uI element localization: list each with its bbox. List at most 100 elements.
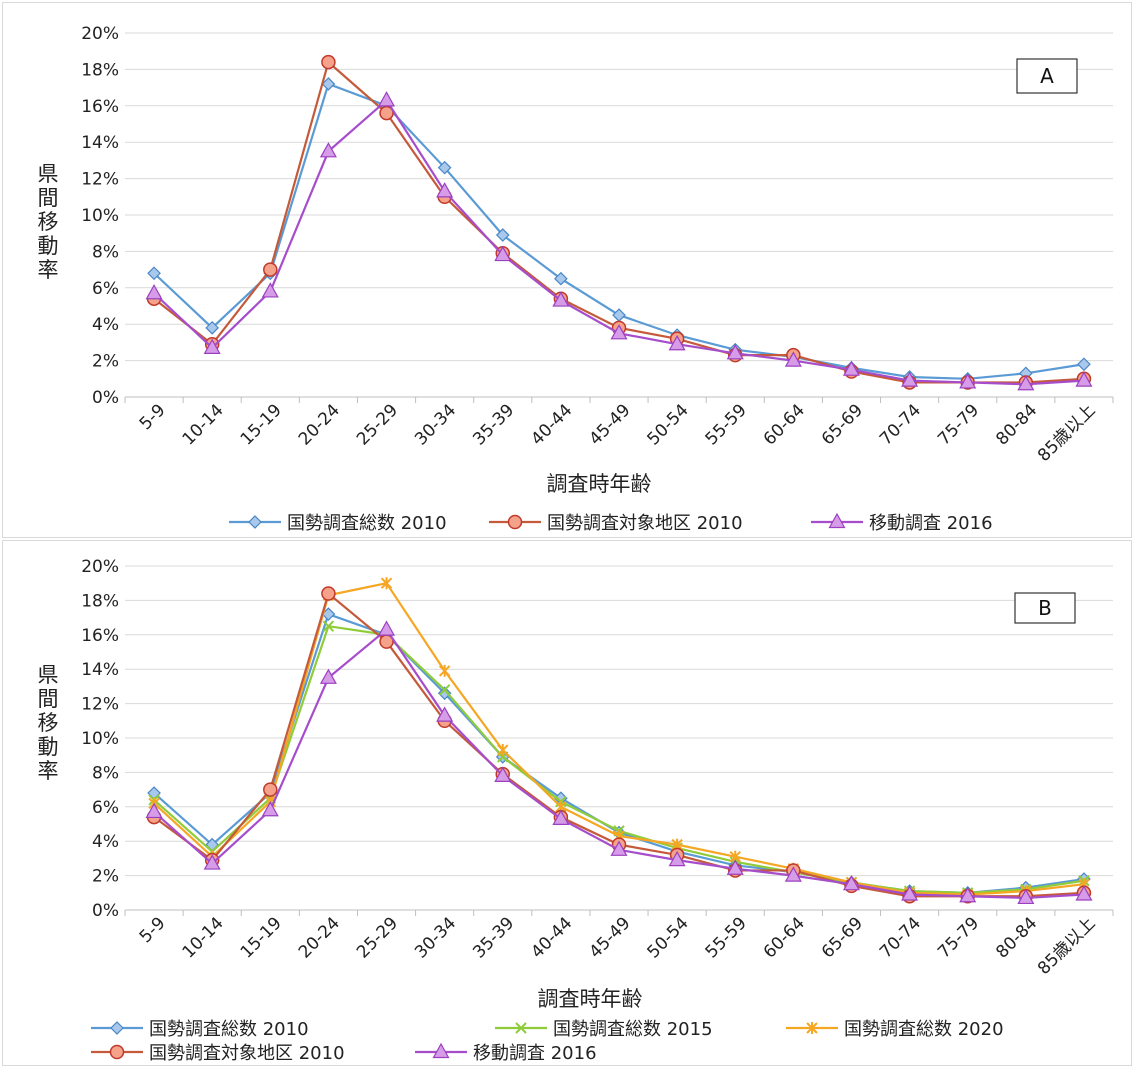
legend-label: 国勢調査総数 2020 — [844, 1019, 1004, 1040]
data-point — [726, 344, 744, 360]
data-point — [668, 334, 686, 351]
y-tick-label: 8% — [92, 763, 119, 783]
data-point — [203, 338, 221, 354]
x-tick-label: 80-84 — [992, 913, 1041, 962]
x-tick-label: 60-64 — [760, 913, 809, 962]
data-point — [494, 766, 512, 782]
data-point — [147, 266, 161, 281]
data-point — [436, 706, 454, 722]
y-axis-label-char: 間 — [38, 186, 59, 210]
x-tick-label: 65-69 — [818, 913, 867, 962]
data-point — [145, 802, 163, 819]
legend-label: 移動調査 2016 — [473, 1043, 597, 1064]
x-tick-label: 20-24 — [295, 913, 344, 962]
y-tick-label: 20% — [81, 557, 119, 577]
legend-marker — [248, 515, 262, 529]
data-point — [552, 809, 570, 825]
x-tick-label: 15-19 — [237, 913, 286, 962]
data-point — [321, 77, 336, 91]
legend-marker — [806, 1022, 818, 1034]
y-tick-label: 8% — [92, 242, 119, 262]
data-point — [784, 866, 802, 882]
x-tick-label: 45-49 — [585, 913, 634, 962]
chart-b-svg: 0% 2% 4% 6% 8% 10% 12% 14% 16% 18% 20% 5-9 10-14 15-1… — [38, 557, 1114, 1064]
series-2 — [145, 91, 1093, 391]
chart-a-svg: 0% 2% 4% 6% 8% 10% 12% 14% 16% 18% 20% 5-9 10-14 15-1… — [38, 24, 1114, 534]
x-tick-label: 25-29 — [353, 913, 402, 962]
y-tick-label: 12% — [81, 695, 119, 715]
x-tick-label: 40-44 — [527, 913, 576, 962]
y-axis-label-char: 県 — [38, 162, 59, 186]
legend-label: 国勢調査総数 2015 — [553, 1019, 713, 1040]
y-axis-label-char: 県 — [38, 663, 59, 687]
legend-entry: 国勢調査総数 2010 — [229, 513, 447, 534]
y-axis-label-char: 動 — [38, 234, 59, 258]
chart-panel-b: 0% 2% 4% 6% 8% 10% 12% 14% 16% 18% 20% 5-9 10-14 15-1… — [2, 540, 1132, 1066]
y-tick-label: 16% — [81, 97, 119, 117]
data-point — [552, 291, 570, 307]
x-tick-label: 75-79 — [934, 913, 983, 962]
legend-label: 国勢調査総数 2010 — [287, 513, 447, 534]
data-point — [1075, 885, 1093, 901]
y-axis-label-char: 移 — [38, 711, 59, 735]
x-tick-label: 5-9 — [136, 913, 170, 947]
legend-entry: 国勢調査対象地区 2010 — [91, 1043, 345, 1064]
y-tick-label: 14% — [81, 660, 119, 680]
data-point — [380, 577, 393, 590]
x-tick-label: 70-74 — [876, 400, 925, 449]
data-point — [321, 54, 336, 70]
y-axis-label-char: 動 — [38, 735, 59, 759]
data-point — [901, 371, 919, 387]
x-tick-label: 75-79 — [934, 400, 983, 449]
y-tick-label: 18% — [81, 60, 119, 80]
panel-label-box — [1014, 592, 1076, 624]
data-point — [784, 351, 802, 367]
y-tick-label: 14% — [81, 133, 119, 153]
legend-entry: 国勢調査対象地区 2010 — [489, 513, 743, 534]
data-point — [321, 586, 336, 601]
data-point — [610, 840, 628, 856]
x-tick-label: 25-29 — [353, 400, 402, 449]
y-tick-label: 2% — [92, 867, 119, 887]
data-point — [610, 324, 628, 340]
x-tick-label: 40-44 — [527, 400, 576, 449]
data-point — [612, 308, 626, 322]
data-point — [205, 320, 220, 335]
data-point — [1017, 375, 1035, 391]
panel-label: B — [1038, 596, 1052, 620]
data-point — [959, 373, 977, 389]
legend-entry: 国勢調査総数 2020 — [786, 1019, 1004, 1040]
panel-label: A — [1040, 64, 1054, 88]
data-point — [842, 874, 860, 891]
x-tick-label: 70-74 — [876, 913, 925, 962]
y-tick-label: 0% — [92, 901, 119, 921]
data-point — [263, 782, 278, 797]
series-1 — [148, 620, 1090, 899]
x-tick-label: 20-24 — [295, 400, 344, 449]
x-tick-label: 60-64 — [760, 400, 809, 449]
x-tick-label: 50-54 — [644, 913, 693, 962]
data-point — [378, 620, 396, 636]
y-axis-label-char: 率 — [38, 258, 59, 282]
data-point — [494, 245, 512, 262]
chart-panel-a: 0% 2% 4% 6% 8% 10% 12% 14% 16% 18% 20% 5-9 10-14 15-1… — [2, 2, 1132, 538]
y-tick-label: 12% — [81, 170, 119, 190]
data-point — [901, 885, 919, 901]
x-tick-label: 65-69 — [818, 400, 867, 449]
x-tick-label: 10-14 — [179, 913, 228, 962]
series-line — [153, 628, 1085, 900]
x-tick-label: 35-39 — [469, 400, 518, 449]
legend-label: 国勢調査対象地区 2010 — [149, 1043, 345, 1064]
y-tick-label: 6% — [92, 279, 119, 299]
x-tick-label: 30-34 — [411, 400, 460, 449]
x-tick-label: 50-54 — [644, 400, 693, 449]
data-point — [437, 686, 452, 701]
data-point — [322, 620, 335, 632]
legend-entry: 国勢調査総数 2015 — [495, 1019, 713, 1040]
legend-marker — [507, 514, 523, 530]
legend-label: 移動調査 2016 — [869, 513, 993, 534]
series-4 — [145, 620, 1093, 905]
data-point — [319, 142, 337, 158]
y-tick-label: 4% — [92, 832, 119, 852]
legend-marker — [828, 512, 846, 529]
